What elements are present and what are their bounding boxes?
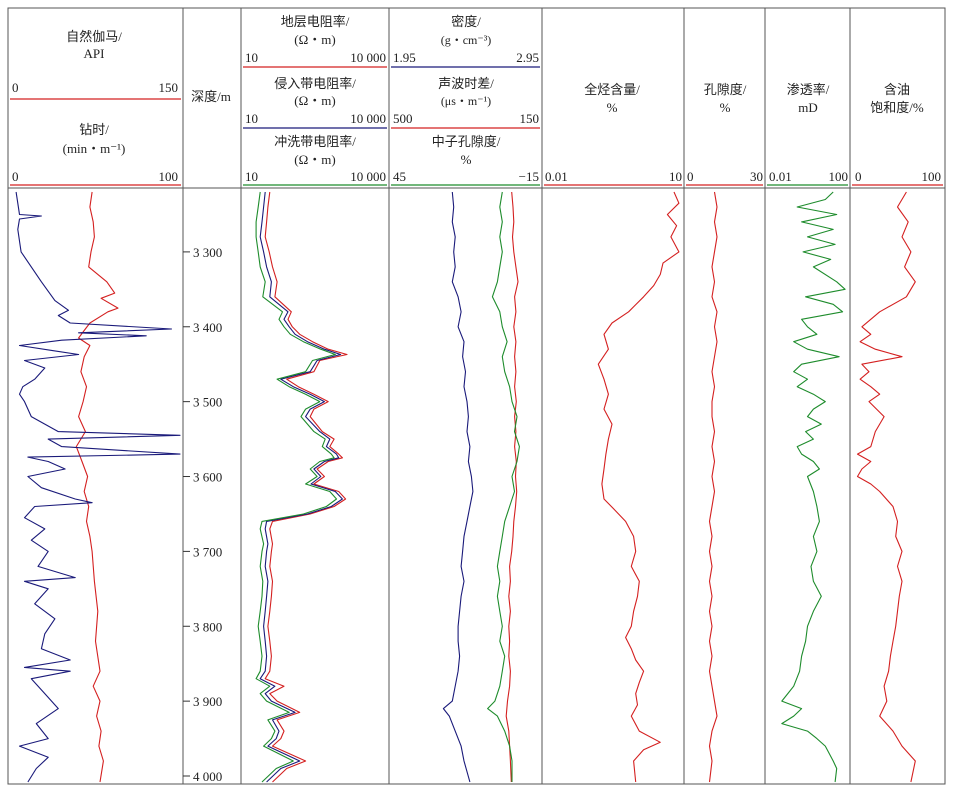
ac-min-label: 500 [393,111,413,126]
por-title: 孔隙度/ [704,82,747,97]
por-min-label: 0 [687,169,694,184]
so-min-label: 0 [855,169,862,184]
track-headers: 自然伽马/ API 0 150 钻时/ (min・m⁻¹) 0 100 深度/m… [12,14,941,184]
rop-title: 钻时/ [79,122,109,137]
total-hydrocarbon-curve [597,191,680,783]
tg-min-label: 0.01 [545,169,568,184]
so-max-label: 100 [922,169,942,184]
porosity-logs-curve [442,191,474,783]
depth-tick-label: 3 400 [193,320,222,335]
resistivity-curve [264,191,348,783]
depth-tick-label: 3 500 [193,395,222,410]
rfl-max-label: 10 000 [350,169,386,184]
oil-saturation-curve [856,191,916,783]
rxo-max-label: 10 000 [350,111,386,126]
por-unit: % [720,100,731,115]
log-curves [15,191,916,783]
so-title-line1: 含油 [884,82,910,97]
rt-title: 地层电阻率/ [281,14,350,29]
ac-unit: (μs・m⁻¹) [441,94,491,108]
rop-unit: (min・m⁻¹) [63,141,126,156]
gr-unit: API [84,46,105,61]
chart-frame [7,7,946,785]
gr-rop-curve [15,191,181,783]
rxo-unit: (Ω・m) [294,93,335,108]
so-title-line2: 饱和度/% [870,100,924,115]
rt-unit: (Ω・m) [294,32,335,47]
por-max-label: 30 [750,169,763,184]
depth-axis-label: 深度/m [191,89,231,104]
permeability-curve [781,191,846,783]
depth-tick-label: 3 300 [193,245,222,260]
tg-max-label: 10 [669,169,682,184]
outer-border [7,7,946,785]
rxo-title: 侵入带电阻率/ [274,76,356,91]
depth-ticks: 3 300 3 400 3 500 3 600 3 700 3 800 3 900 4 000 [183,245,222,784]
cnl-title: 中子孔隙度/ [432,134,501,149]
porosity-logs-curve [505,191,519,783]
depth-tick-label: 3 900 [193,694,222,709]
depth-tick-label: 3 600 [193,470,222,485]
cnl-min-label: 45 [393,169,406,184]
perm-max-label: 100 [829,169,849,184]
depth-tick-label: 3 800 [193,619,222,634]
rop-max-label: 100 [159,169,179,184]
perm-unit: mD [798,100,818,115]
porosity-curve [708,191,718,783]
tg-title: 全烃含量/ [584,82,640,97]
den-min-label: 1.95 [393,50,416,65]
porosity-logs-curve [487,191,520,782]
resistivity-curve [259,191,343,783]
ac-max-label: 150 [520,111,540,126]
gr-min-label: 0 [12,80,19,95]
depth-tick-label: 3 700 [193,544,222,559]
gr-rop-curve [75,191,119,783]
gr-title: 自然伽马/ [66,29,122,44]
rt-min-label: 10 [245,50,258,65]
rfl-min-label: 10 [245,169,258,184]
perm-title: 渗透率/ [787,82,830,97]
cnl-unit: % [461,152,472,167]
resistivity-curve [255,191,338,783]
den-unit: (g・cm⁻³) [441,33,492,47]
rxo-min-label: 10 [245,111,258,126]
depth-tick-label: 4 000 [193,769,222,784]
rt-max-label: 10 000 [350,50,386,65]
den-title: 密度/ [451,14,481,29]
rop-min-label: 0 [12,169,19,184]
gr-max-label: 150 [159,80,179,95]
scale-lines [10,66,943,186]
rfl-title: 冲洗带电阻率/ [274,134,356,149]
den-max-label: 2.95 [516,50,539,65]
perm-min-label: 0.01 [769,169,792,184]
cnl-max-label: −15 [519,169,539,184]
tg-unit: % [607,100,618,115]
ac-title: 声波时差/ [438,76,494,91]
rfl-unit: (Ω・m) [294,152,335,167]
